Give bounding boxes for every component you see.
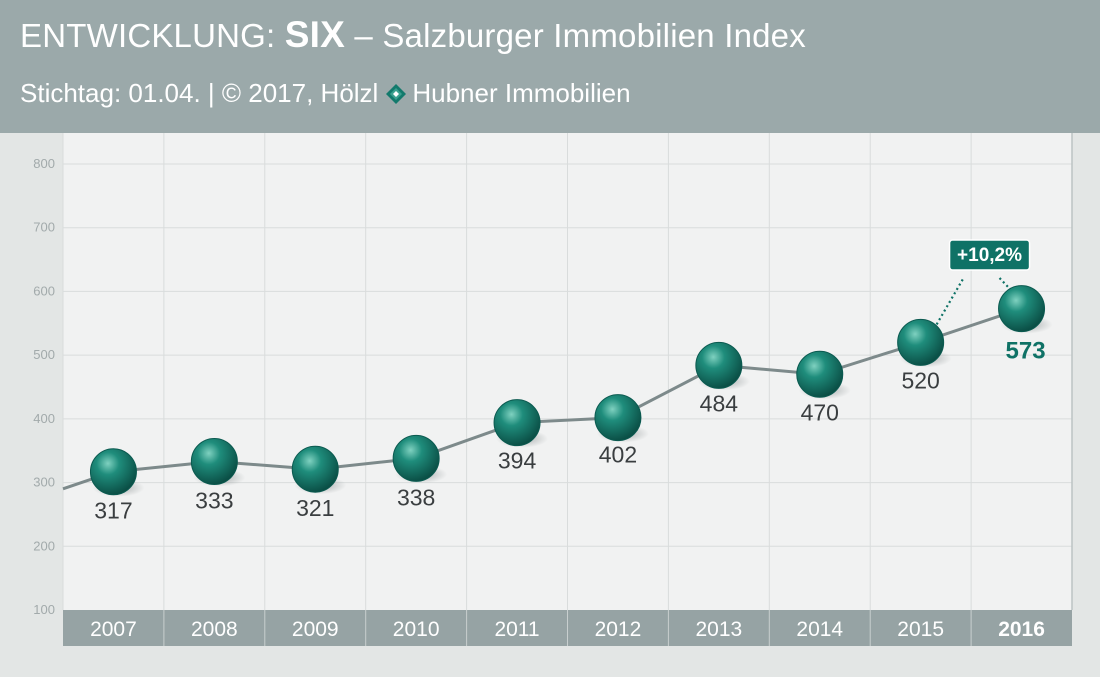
annotation-badge (948, 239, 1031, 271)
x-tick-label: 2008 (191, 618, 238, 641)
data-label: 520 (901, 367, 939, 393)
chart-title: ENTWICKLUNG: SIX – Salzburger Immobilien… (20, 14, 806, 56)
chart-area: 100 200 300 400 500 600 700 800 2007 2008 2009 2010… (0, 133, 1100, 677)
x-tick-label: 2010 (393, 618, 440, 641)
data-point (695, 341, 743, 389)
data-point (89, 448, 137, 496)
y-tick-label: 100 (33, 602, 55, 617)
y-tick-label: 200 (33, 538, 55, 553)
data-label: 470 (801, 399, 839, 425)
data-label: 338 (397, 484, 435, 510)
y-tick-label: 800 (33, 156, 55, 171)
data-point (493, 399, 541, 447)
title-prefix: ENTWICKLUNG: (20, 17, 285, 54)
data-point (392, 434, 440, 482)
data-label: 321 (296, 495, 334, 521)
x-tick-label: 2014 (796, 618, 843, 641)
y-tick-label: 700 (33, 220, 55, 235)
annotation-connector (935, 277, 965, 325)
y-tick-label: 600 (33, 283, 55, 298)
chart-header: ENTWICKLUNG: SIX – Salzburger Immobilien… (0, 0, 1100, 133)
data-label: 394 (498, 448, 537, 474)
data-point (594, 394, 642, 442)
data-label: 333 (195, 488, 233, 514)
y-tick-label: 300 (33, 475, 55, 490)
subtitle-right: Hubner Immobilien (412, 78, 631, 108)
data-point (190, 438, 238, 486)
x-tick-label: 2009 (292, 618, 339, 641)
y-tick-label: 400 (33, 411, 55, 426)
title-bold: SIX (284, 14, 346, 55)
x-tick-label: 2007 (90, 618, 137, 641)
line-chart: 100 200 300 400 500 600 700 800 2007 2008 2009 2010… (33, 133, 1073, 646)
data-label: 573 (1006, 338, 1046, 365)
data-point (897, 318, 945, 366)
x-tick-label: 2011 (494, 618, 539, 641)
chart-subtitle: Stichtag: 01.04. | © 2017, Hölzl Hubner … (20, 78, 631, 109)
data-point (998, 285, 1046, 333)
data-label: 317 (94, 498, 132, 524)
subtitle-left: Stichtag: 01.04. | © 2017, Hölzl (20, 78, 379, 108)
logo-diamond-icon (386, 83, 407, 104)
y-tick-label: 500 (33, 347, 55, 362)
data-label: 484 (700, 390, 739, 416)
data-label: 402 (599, 442, 637, 468)
x-tick-label: 2016 (998, 618, 1045, 641)
x-tick-label: 2012 (595, 618, 642, 641)
x-tick-label: 2015 (897, 618, 944, 641)
x-tick-label: 2013 (695, 618, 742, 641)
data-point (796, 350, 844, 398)
annotation-text: +10,2% (957, 245, 1022, 266)
title-suffix: – Salzburger Immobilien Index (345, 17, 806, 54)
data-point (291, 445, 339, 493)
